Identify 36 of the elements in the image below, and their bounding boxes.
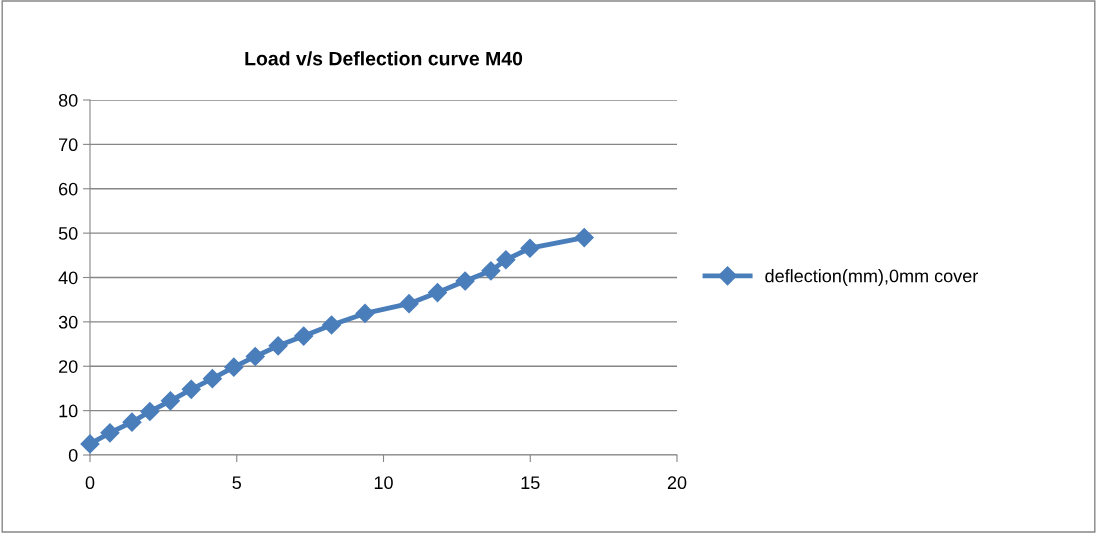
point — [355, 303, 375, 323]
point — [80, 434, 100, 454]
point — [322, 315, 342, 335]
point — [520, 238, 540, 258]
point — [496, 250, 516, 270]
y-tick-label: 60 — [59, 182, 78, 196]
point — [268, 336, 288, 356]
chart-title: Load v/s Deflection curve M40 — [245, 51, 523, 66]
y-tick-label: 20 — [59, 360, 78, 373]
point — [202, 369, 222, 389]
y-tick-label: 50 — [58, 227, 78, 240]
point — [294, 326, 314, 346]
y-tick-label: 0 — [68, 448, 78, 462]
point — [224, 357, 244, 377]
point — [574, 228, 594, 248]
y-tick-label: 10 — [59, 404, 78, 418]
x-tick-label: 10 — [374, 476, 393, 490]
x-tick-label: 15 — [521, 476, 540, 490]
x-tick-label: 0 — [85, 476, 95, 490]
point — [455, 271, 475, 291]
point — [481, 261, 501, 281]
point — [427, 283, 448, 303]
y-tick-label: 40 — [58, 271, 78, 285]
point — [399, 294, 419, 314]
point — [245, 346, 265, 367]
y-tick-label: 80 — [58, 93, 78, 107]
x-tick-label: 20 — [667, 476, 687, 490]
point — [181, 379, 201, 399]
point — [100, 423, 120, 443]
x-tick-label: 5 — [232, 476, 242, 490]
point — [122, 412, 142, 432]
y-tick-label: 30 — [58, 315, 78, 329]
point — [140, 401, 160, 422]
legend-label: deflection(mm),0mm cover — [765, 269, 978, 286]
point — [160, 391, 180, 411]
y-tick-label: 70 — [59, 138, 78, 152]
